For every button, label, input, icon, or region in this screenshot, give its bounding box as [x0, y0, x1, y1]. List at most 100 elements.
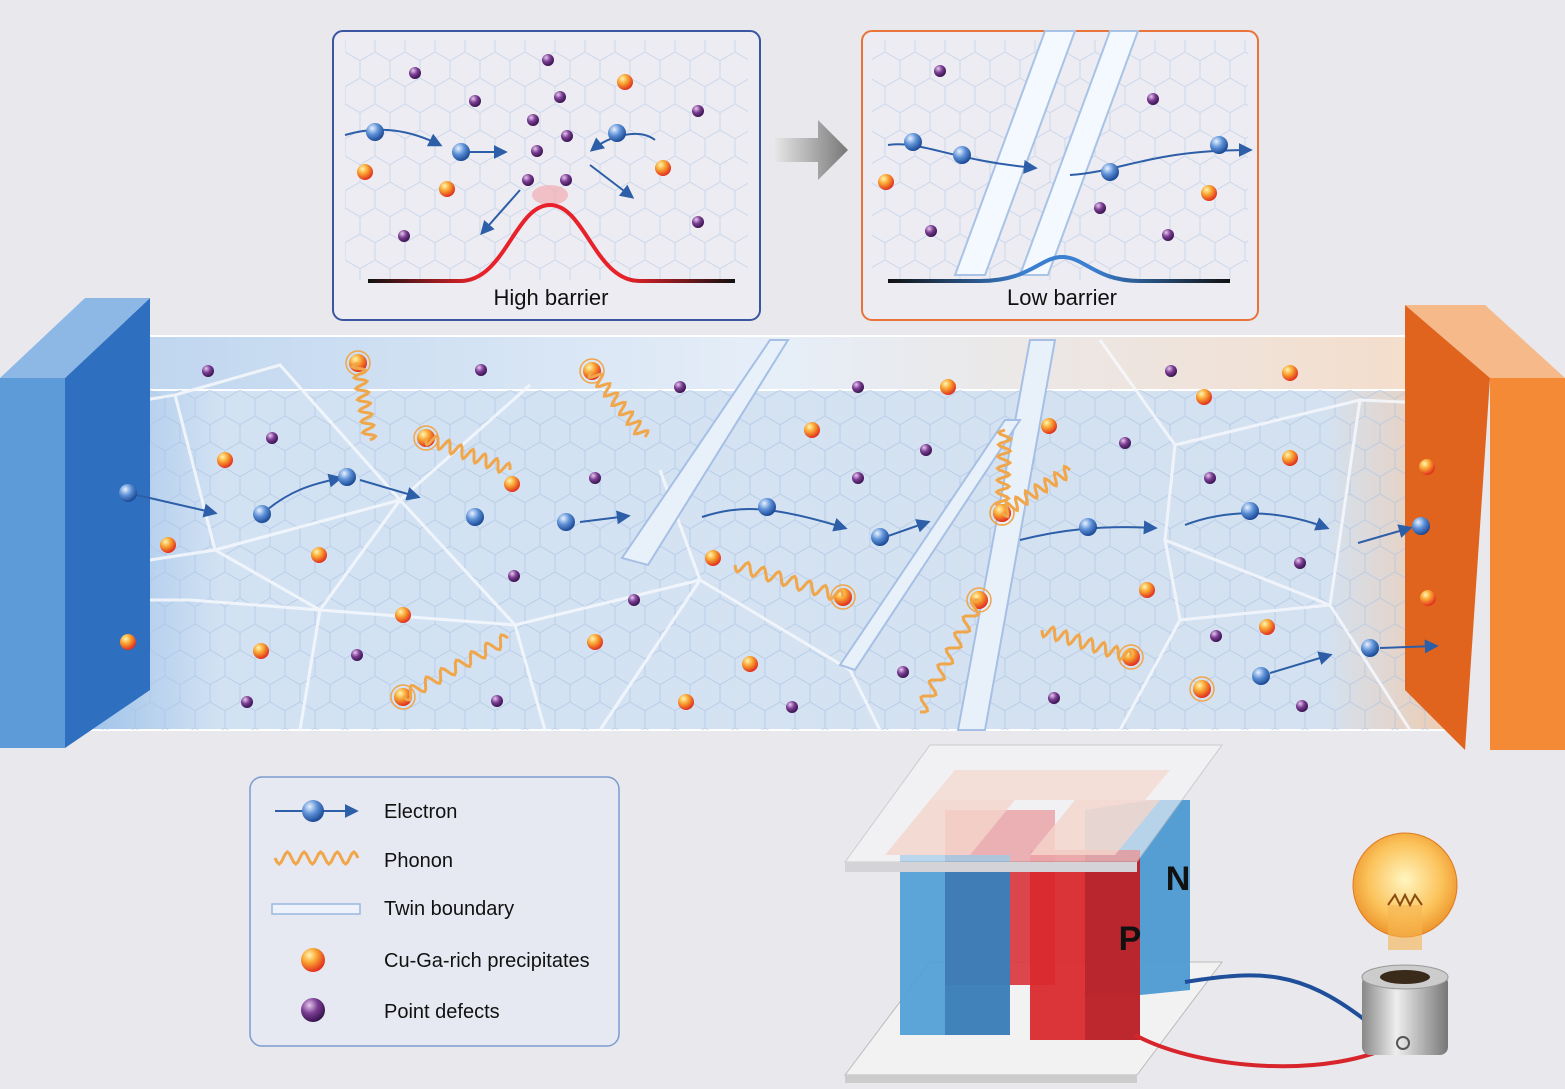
electron [1241, 502, 1259, 520]
electron [1361, 639, 1379, 657]
electron-track [480, 189, 521, 236]
legend-label: Point defects [384, 1001, 500, 1023]
point-defect [628, 594, 640, 606]
precipitate [940, 379, 956, 395]
precipitate [1139, 582, 1155, 598]
panel-label: High barrier [494, 285, 609, 310]
electron-track [887, 143, 1038, 174]
left-electrode [0, 298, 150, 748]
point-defect [920, 444, 932, 456]
point-defect [561, 130, 573, 142]
point-defect [202, 365, 214, 377]
point-defect [1162, 229, 1174, 241]
electron-track [1379, 639, 1439, 654]
precipitate [120, 634, 136, 650]
point-defect [1094, 202, 1106, 214]
point-defect [786, 701, 798, 713]
electron-track [261, 473, 343, 515]
point-defect [531, 145, 543, 157]
point-defect [852, 381, 864, 393]
point-defect [1165, 365, 1177, 377]
electron-track [579, 510, 631, 525]
precipitate [705, 550, 721, 566]
high-barrier-panel: High barrier [332, 30, 761, 321]
phonon-source [579, 358, 605, 384]
phonon-source [989, 500, 1015, 526]
precipitate [1282, 365, 1298, 381]
phonon [350, 361, 378, 442]
point-defect [554, 91, 566, 103]
point-defect [475, 364, 487, 376]
point-defect [1048, 692, 1060, 704]
point-defect [491, 695, 503, 707]
precipitate [678, 694, 694, 710]
precipitate [160, 537, 176, 553]
electron-track [887, 519, 931, 537]
leg-label: N [1166, 860, 1191, 898]
phonon [733, 560, 845, 602]
precipitate [1193, 680, 1211, 698]
electron [904, 133, 922, 151]
electron-track [127, 492, 218, 518]
low-barrier-panel: Low barrier [861, 30, 1259, 321]
point-defect [934, 65, 946, 77]
particles [119, 54, 1439, 714]
point-defect [398, 230, 410, 242]
material-slab [82, 335, 1468, 731]
phonon-source [830, 584, 856, 610]
leg-label: P [1119, 920, 1142, 958]
phonon [402, 633, 509, 702]
right-electrode [1405, 305, 1565, 750]
point-defect [1210, 630, 1222, 642]
point-defect [1204, 472, 1216, 484]
electron [608, 124, 626, 142]
precipitate [395, 607, 411, 623]
legend: Electron Phonon Twin boundary Cu-Ga-rich… [249, 776, 620, 1047]
legend-label: Twin boundary [384, 898, 514, 920]
precipitate [617, 74, 633, 90]
precipitate [1041, 418, 1057, 434]
precipitate [311, 547, 327, 563]
point-defect [589, 472, 601, 484]
legend-label: Phonon [384, 850, 453, 872]
precipitate [878, 174, 894, 190]
precipitate [742, 656, 758, 672]
precipitate [504, 476, 520, 492]
phonon [1001, 464, 1071, 519]
precipitate [357, 164, 373, 180]
electron-track [1269, 651, 1333, 674]
point-defect [692, 105, 704, 117]
point-defect [522, 174, 534, 186]
precipitate [804, 422, 820, 438]
electron-track [344, 128, 443, 147]
point-defect [351, 649, 363, 661]
electron [1210, 136, 1228, 154]
legend-label: Electron [384, 801, 457, 823]
precipitate [439, 181, 455, 197]
point-defect [692, 216, 704, 228]
electron [366, 123, 384, 141]
phonon-source [1189, 676, 1215, 702]
point-defect [527, 114, 539, 126]
point-defect [542, 54, 554, 66]
electron [1412, 517, 1430, 535]
panel-label: Low barrier [1007, 285, 1117, 310]
electron [466, 508, 484, 526]
precipitate [1419, 459, 1435, 475]
point-defect [560, 174, 572, 186]
point-defect [266, 432, 278, 444]
point-defect [674, 381, 686, 393]
electron [253, 505, 271, 523]
electron-track [1357, 524, 1413, 544]
electron [1101, 163, 1119, 181]
point-defect [1296, 700, 1308, 712]
phonon [993, 428, 1014, 515]
point-defect [852, 472, 864, 484]
point-defect [897, 666, 909, 678]
phonon [1040, 625, 1133, 662]
electron [557, 513, 575, 531]
electron [871, 528, 889, 546]
thermoelectric-device: N P [843, 744, 1458, 1083]
